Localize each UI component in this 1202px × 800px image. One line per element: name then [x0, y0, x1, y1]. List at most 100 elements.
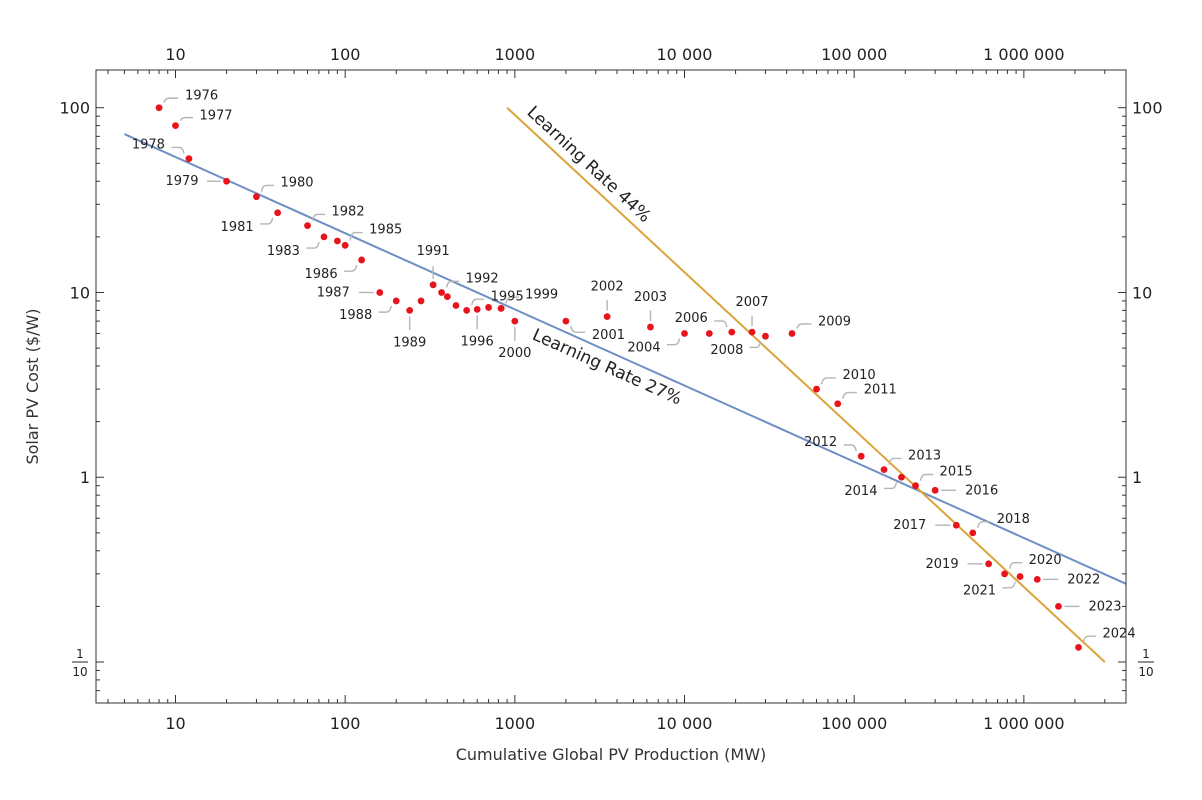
data-point-label-2014: 2014: [844, 484, 877, 499]
label-leader-lines: [163, 97, 1097, 643]
plot-frame: [95, 69, 1127, 704]
x-tick-label-bottom: 100: [330, 714, 361, 733]
leader-line-2010: [820, 377, 836, 385]
data-point-2005: [705, 330, 713, 337]
data-point-label-2012: 2012: [804, 435, 837, 450]
data-point-2006: [728, 328, 736, 336]
data-point-label-1977: 1977: [199, 109, 232, 124]
data-point-2018: [969, 529, 977, 537]
tick-labels: 10 10 100 100 1000 1000 10 000 10 000 100 000 100…: [59, 45, 1162, 733]
y-tick-label-right: 100: [1132, 99, 1163, 118]
data-point-2008: [762, 332, 769, 340]
data-point-1990: [417, 297, 425, 305]
data-point-label-1980: 1980: [280, 176, 313, 191]
data-point-1993: [443, 293, 451, 300]
leader-line-2011: [842, 391, 857, 399]
data-point-2020: [1001, 570, 1008, 578]
data-point-2004: [681, 330, 688, 337]
leader-line-2018: [977, 520, 991, 528]
leader-line-1999: [505, 296, 519, 304]
data-point-label-2015: 2015: [940, 465, 973, 480]
data-point-1979: [223, 177, 230, 185]
data-point-2010: [813, 385, 820, 393]
leader-line-1988: [378, 305, 392, 313]
data-point-label-1992: 1992: [466, 271, 499, 286]
data-point-label-1976: 1976: [185, 89, 218, 104]
y-tick-fraction-numerator-right: 1: [1142, 647, 1150, 661]
data-point-label-1981: 1981: [221, 220, 254, 235]
data-point-label-2022: 2022: [1067, 572, 1100, 587]
data-point-2009: [788, 330, 796, 337]
data-point-label-2024: 2024: [1103, 626, 1136, 641]
leader-line-1980: [260, 184, 275, 192]
data-point-label-2001: 2001: [592, 328, 625, 343]
data-point-1992: [438, 289, 445, 296]
data-point-1978: [185, 155, 193, 163]
leader-line-1978: [171, 146, 185, 154]
data-point-2024: [1075, 643, 1082, 651]
leader-line-2015: [919, 473, 934, 481]
y-tick-label-left: 100: [59, 99, 90, 118]
x-tick-label-bottom: 1000: [494, 714, 535, 733]
leader-line-2013: [888, 457, 902, 465]
data-point-1985: [341, 241, 349, 249]
data-point-label-2000: 2000: [498, 346, 531, 361]
data-point-2011: [834, 400, 842, 408]
data-point-label-1985: 1985: [369, 222, 402, 237]
x-tick-label-bottom: 10: [165, 714, 185, 733]
data-point-1991: [429, 281, 437, 289]
leader-line-2004: [666, 338, 681, 346]
data-point-1983: [320, 233, 328, 241]
y-tick-fraction-denominator-right: 10: [1138, 665, 1153, 679]
leader-line-2014: [883, 482, 898, 490]
y-tick-label-right: 1: [1132, 468, 1142, 487]
data-point-label-2002: 2002: [591, 280, 624, 295]
data-point-2017: [952, 521, 960, 529]
data-point-2016: [931, 486, 939, 494]
data-point-1995: [463, 306, 471, 314]
leader-line-2024: [1082, 635, 1097, 643]
data-point-label-1988: 1988: [339, 308, 372, 323]
y-tick-label-right: 10: [1132, 283, 1152, 302]
x-axis-title: Cumulative Global PV Production (MW): [456, 745, 767, 764]
data-point-label-2007: 2007: [735, 295, 768, 310]
data-point-2002: [603, 313, 611, 321]
data-point-2012: [857, 452, 865, 460]
data-point-label-2009: 2009: [818, 314, 851, 329]
data-point-labels: 1976 1977 1978 1979 1980 1981 1982 1983 1985 1986…: [132, 89, 1136, 642]
data-point-1977: [172, 122, 179, 130]
data-point-1997: [485, 304, 492, 311]
data-point-1989: [406, 306, 414, 314]
leader-line-1986: [344, 264, 358, 272]
data-point-1980: [253, 193, 260, 201]
x-tick-label-top: 1000: [494, 45, 535, 64]
data-point-label-1982: 1982: [332, 205, 365, 220]
x-tick-label-bottom: 10 000: [657, 714, 713, 733]
data-point-label-2008: 2008: [710, 343, 743, 358]
data-points: [155, 104, 1082, 651]
data-point-label-2006: 2006: [675, 311, 708, 326]
y-tick-fraction-denominator-left: 10: [72, 665, 87, 679]
data-point-2021: [1016, 573, 1024, 580]
leader-line-2009: [796, 323, 812, 329]
data-point-label-2013: 2013: [908, 449, 941, 464]
leader-line-1977: [179, 116, 194, 121]
data-point-1987: [376, 289, 384, 296]
data-point-1999: [497, 305, 505, 312]
data-point-label-1978: 1978: [132, 138, 165, 153]
data-point-label-2018: 2018: [997, 512, 1030, 527]
data-point-label-2021: 2021: [963, 584, 996, 599]
data-point-1986: [358, 256, 366, 264]
data-point-2007: [748, 328, 756, 336]
data-point-2014: [898, 473, 905, 481]
y-tick-fraction-numerator-left: 1: [76, 647, 84, 661]
leader-line-2001: [570, 325, 586, 333]
data-point-2022: [1033, 575, 1041, 583]
data-point-2019: [985, 560, 993, 568]
data-point-label-1995: 1995: [491, 289, 524, 304]
data-point-label-1991: 1991: [417, 244, 450, 259]
y-tick-label-left: 1: [80, 468, 90, 487]
x-tick-label-top: 100 000: [821, 45, 887, 64]
